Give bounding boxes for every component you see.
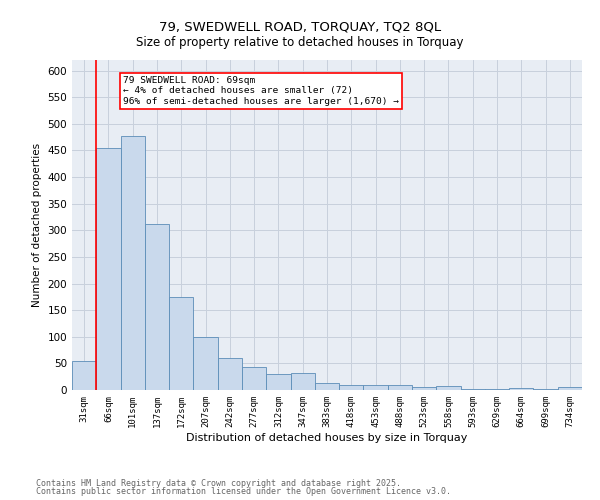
Bar bbox=[96, 148, 121, 390]
Bar bbox=[193, 337, 218, 390]
Bar bbox=[436, 386, 461, 390]
Bar bbox=[509, 388, 533, 390]
Bar bbox=[169, 297, 193, 390]
Bar bbox=[145, 224, 169, 390]
Bar bbox=[290, 373, 315, 390]
Bar bbox=[242, 367, 266, 390]
Bar bbox=[558, 388, 582, 390]
X-axis label: Distribution of detached houses by size in Torquay: Distribution of detached houses by size … bbox=[187, 432, 467, 442]
Bar bbox=[266, 374, 290, 390]
Bar bbox=[121, 136, 145, 390]
Text: Size of property relative to detached houses in Torquay: Size of property relative to detached ho… bbox=[136, 36, 464, 49]
Bar bbox=[72, 360, 96, 390]
Text: Contains public sector information licensed under the Open Government Licence v3: Contains public sector information licen… bbox=[36, 487, 451, 496]
Bar bbox=[339, 385, 364, 390]
Y-axis label: Number of detached properties: Number of detached properties bbox=[32, 143, 42, 307]
Bar bbox=[218, 358, 242, 390]
Text: 79 SWEDWELL ROAD: 69sqm
← 4% of detached houses are smaller (72)
96% of semi-det: 79 SWEDWELL ROAD: 69sqm ← 4% of detached… bbox=[123, 76, 399, 106]
Bar bbox=[315, 382, 339, 390]
Bar bbox=[388, 385, 412, 390]
Text: Contains HM Land Registry data © Crown copyright and database right 2025.: Contains HM Land Registry data © Crown c… bbox=[36, 478, 401, 488]
Bar bbox=[412, 388, 436, 390]
Text: 79, SWEDWELL ROAD, TORQUAY, TQ2 8QL: 79, SWEDWELL ROAD, TORQUAY, TQ2 8QL bbox=[159, 21, 441, 34]
Bar bbox=[364, 384, 388, 390]
